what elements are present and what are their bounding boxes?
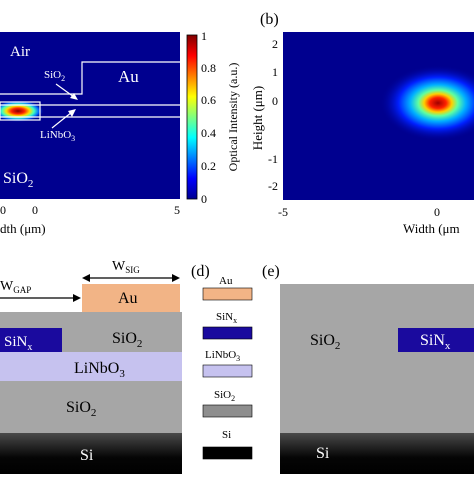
panel-a-air-label: Air <box>10 44 30 60</box>
colorbar-tick-0: 0 <box>201 192 207 206</box>
legend-sio2-swatch <box>202 404 253 418</box>
legend-sio2-label: SiO2 <box>214 389 235 403</box>
layer-linbo3 <box>0 352 182 381</box>
colorbar-tick-0-4: 0.4 <box>201 126 216 140</box>
panel-a-structure-outline <box>0 61 180 121</box>
panel-d-label: (d) <box>191 263 210 280</box>
panel-b: (b) 2 1 0 -1 -2 Height (μm) -5 0 Width (… <box>250 11 474 236</box>
panel-a-linbo3-arrow-head <box>68 109 76 117</box>
panel-b-ylabel: Height (μm) <box>250 86 265 150</box>
panel-a-sio2-bottom-label: SiO2 <box>3 170 33 190</box>
colorbar: 1 0.8 0.6 0.4 0.2 0 Optical Intensity (a… <box>186 29 240 206</box>
panel-a-xtick-0: 0 <box>0 203 6 217</box>
panel-c: Au SiNx SiO2 LiNbO3 SiO2 Si WSIG WGAP <box>0 259 182 474</box>
wsig-label: WSIG <box>112 259 140 275</box>
layer-au <box>82 284 180 312</box>
legend-item-sinx: SiNx <box>202 311 253 340</box>
layer-sio2-bottom-label: SiO2 <box>66 399 96 419</box>
wsig-arrow-head-right <box>172 274 180 282</box>
colorbar-gradient <box>186 34 198 200</box>
colorbar-tick-0-8: 0.8 <box>201 61 216 75</box>
layer-sinx-label: SiNx <box>4 334 32 353</box>
wgap-arrow-head <box>73 294 81 302</box>
panel-e-si-region <box>280 433 474 474</box>
legend-si-label: Si <box>222 429 231 441</box>
panel-b-ytick-0: 0 <box>272 94 278 108</box>
panel-a-xtick-1: 0 <box>32 203 38 217</box>
panel-b-ytick-1: 1 <box>272 65 278 79</box>
legend-au-swatch <box>202 287 253 301</box>
layer-sio2-top-label: SiO2 <box>112 330 142 350</box>
colorbar-label: Optical Intensity (a.u.) <box>226 63 240 172</box>
colorbar-tick-0-6: 0.6 <box>201 93 216 107</box>
legend-item-linbo3: LiNbO3 <box>202 349 253 378</box>
panel-e: (e) SiO2 SiNx Si <box>262 263 474 474</box>
panel-a-xtick-2: 5 <box>174 203 180 217</box>
panel-b-ytick-2: 2 <box>272 37 278 51</box>
panel-b-ytick-m2: -2 <box>268 179 278 193</box>
panel-b-xlabel: Width (μm <box>403 221 460 236</box>
layer-sio2-bottom <box>0 381 182 433</box>
legend-sinx-label: SiNx <box>216 311 237 325</box>
panel-e-sio2-label: SiO2 <box>310 332 340 352</box>
layer-linbo3-label: LiNbO3 <box>74 360 125 380</box>
panel-b-yticks: 2 1 0 -1 -2 <box>268 37 278 193</box>
colorbar-tick-1: 1 <box>201 29 207 43</box>
panel-e-label: (e) <box>262 263 280 280</box>
panel-e-si-label: Si <box>316 445 330 462</box>
layer-si-label: Si <box>80 447 94 464</box>
panel-b-xtick-m5: -5 <box>278 205 288 219</box>
panel-e-sio2-region <box>280 284 474 433</box>
panel-d: (d) Au SiNx LiNbO3 SiO2 Si <box>191 263 253 460</box>
layer-au-label: Au <box>118 290 138 307</box>
wgap-label: WGAP <box>0 279 31 295</box>
panel-b-ytick-m1: -1 <box>268 152 278 166</box>
panel-e-sinx-label: SiNx <box>420 332 451 352</box>
wsig-arrow-head-left <box>82 274 90 282</box>
legend-sinx-swatch <box>202 326 253 340</box>
panel-a-sio2-top-label: SiO2 <box>44 69 65 83</box>
panel-b-xtick-0: 0 <box>434 205 440 219</box>
panel-b-mode-spot <box>380 65 474 141</box>
legend-si-swatch <box>202 446 253 460</box>
panel-a-au-label: Au <box>118 67 139 86</box>
panel-e-sinx-core <box>398 328 474 352</box>
legend-linbo3-label: LiNbO3 <box>205 349 240 363</box>
panel-a-sio2-arrow-head <box>70 93 78 100</box>
layer-si <box>0 433 182 474</box>
panel-a: Air Au SiO2 LiNbO3 SiO2 0 0 5 dth (μm) <box>0 32 180 236</box>
legend-item-au: Au <box>202 275 253 301</box>
colorbar-tick-0-2: 0.2 <box>201 159 216 173</box>
legend-item-si: Si <box>202 429 253 460</box>
panel-a-linbo3-label: LiNbO3 <box>40 129 75 143</box>
legend-linbo3-swatch <box>202 364 253 378</box>
layer-sinx <box>0 328 62 352</box>
panel-a-linbo3-arrow <box>51 111 73 129</box>
legend-au-label: Au <box>219 275 233 287</box>
colorbar-ticks: 1 0.8 0.6 0.4 0.2 0 <box>201 29 216 206</box>
panel-b-label: (b) <box>260 11 279 28</box>
panel-a-sio2-arrow <box>55 83 75 98</box>
legend-item-sio2: SiO2 <box>202 389 253 418</box>
panel-a-xlabel: dth (μm) <box>0 221 46 236</box>
